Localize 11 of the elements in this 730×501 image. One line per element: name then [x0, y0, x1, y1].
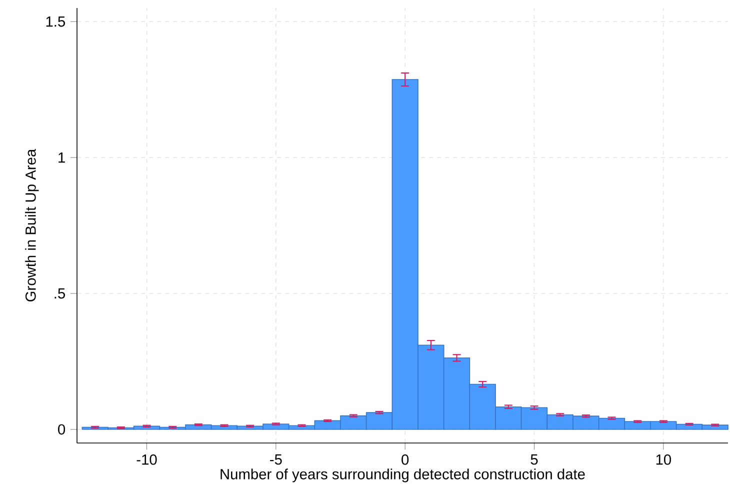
y-tick-label: 1.5	[46, 16, 65, 27]
y-tick-label: .5	[54, 288, 65, 299]
x-tick-label: 0	[402, 454, 409, 465]
y-axis-title: Growth in Built Up Area	[25, 148, 39, 302]
x-axis-title: Number of years surrounding detected construction date	[220, 468, 585, 482]
x-tick-label: 5	[530, 454, 538, 465]
y-tick-label: 1	[58, 152, 65, 163]
x-tick-label: 10	[656, 454, 671, 465]
x-tick-label: -5	[270, 454, 282, 465]
y-tick-label: 0	[58, 424, 66, 435]
x-tick-label: -10	[136, 454, 157, 465]
